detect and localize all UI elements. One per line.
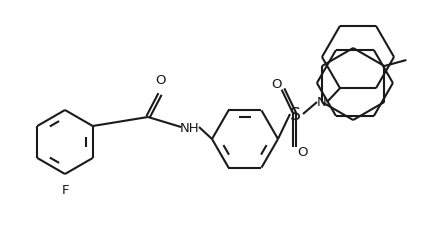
Text: O: O bbox=[156, 74, 166, 87]
Text: S: S bbox=[290, 106, 301, 123]
Text: NH: NH bbox=[180, 121, 200, 134]
Text: O: O bbox=[272, 78, 282, 91]
Text: N: N bbox=[317, 96, 327, 109]
Text: F: F bbox=[61, 183, 69, 196]
Text: O: O bbox=[298, 146, 308, 159]
